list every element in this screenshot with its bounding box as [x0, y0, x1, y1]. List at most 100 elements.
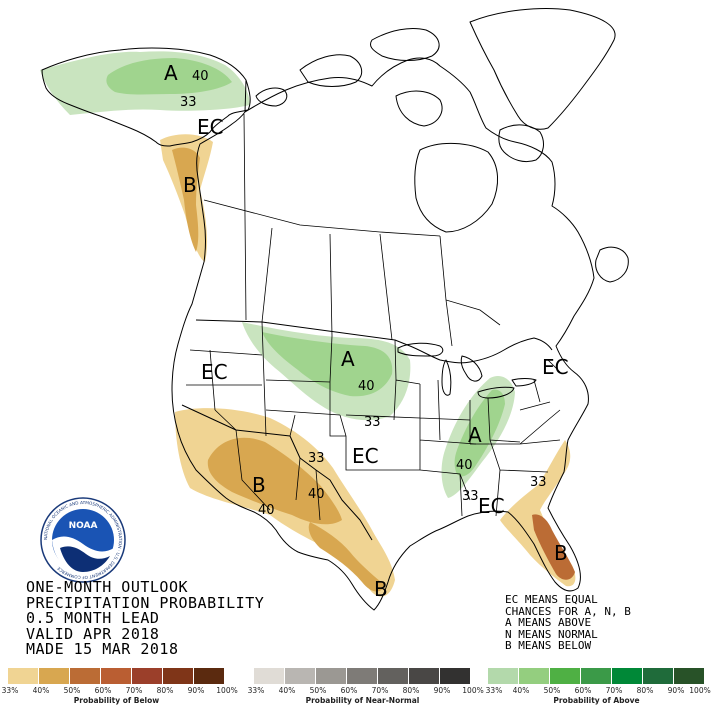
legend-tick: 60% — [574, 686, 592, 695]
northeast-ec-label: EC — [542, 355, 569, 379]
legend-tick: 33% — [1, 686, 19, 695]
legend-below-swatch — [101, 668, 132, 684]
legend-near-normal-swatch — [440, 668, 471, 684]
texas-below-label: B — [374, 577, 388, 601]
ohio-above-label: A — [468, 423, 482, 447]
alaska-above-40-area — [106, 58, 232, 95]
legend-tick: 90% — [187, 686, 205, 695]
southwest-contour-40-left: 40 — [258, 503, 275, 518]
legend-near-normal: 33% 40% 50% 60% 70% 80% 90% 100% Probabi… — [248, 668, 484, 706]
plains-above-40-area — [262, 332, 393, 397]
ohio-above-40-area — [454, 389, 505, 477]
greenland-coastline — [469, 8, 616, 130]
legend-tick: 90% — [433, 686, 451, 695]
state-boundaries-central — [393, 339, 477, 517]
lake-huron — [460, 355, 483, 382]
outlook-title-block: ONE-MONTH OUTLOOK PRECIPITATION PROBABIL… — [26, 578, 265, 658]
alaska-contour-40: 40 — [192, 69, 209, 84]
arctic-island-1 — [299, 54, 363, 87]
hudson-bay — [414, 142, 498, 233]
legend-tick: 50% — [543, 686, 561, 695]
legend-tick: 50% — [63, 686, 81, 695]
newfoundland — [595, 246, 629, 283]
legend-tick: 40% — [512, 686, 530, 695]
southwest-contour-40-right: 40 — [308, 487, 325, 502]
key-line-4: N MEANS NORMAL — [505, 627, 598, 641]
arctic-island-4 — [395, 90, 443, 127]
map-key: EC MEANS EQUAL CHANCES FOR A, N, B A MEA… — [505, 594, 631, 652]
legend-tick: 80% — [402, 686, 420, 695]
title-line-2: PRECIPITATION PROBABILITY — [26, 593, 265, 612]
central-ec-label: EC — [352, 444, 379, 468]
legend-below-swatch — [132, 668, 163, 684]
alaska-above-label: A — [164, 61, 178, 85]
southwest-below-40-area — [207, 437, 342, 525]
legend-above-swatch — [550, 668, 581, 684]
legend-tick: 60% — [94, 686, 112, 695]
legend-tick: 80% — [156, 686, 174, 695]
legend-above: 33% 40% 50% 60% 70% 80% 90% 100% Probabi… — [485, 668, 711, 706]
key-line-5: B MEANS BELOW — [505, 639, 592, 652]
southeast-ec-label: EC — [478, 494, 505, 518]
plains-contour-33: 33 — [364, 415, 381, 430]
lake-erie — [477, 386, 515, 399]
north-america-coastline — [171, 57, 595, 611]
legend-tick: 100% — [462, 686, 484, 695]
legend-tick: 33% — [485, 686, 503, 695]
legend-tick: 100% — [216, 686, 238, 695]
legend-near-normal-swatch — [347, 668, 378, 684]
legend-below-swatch — [8, 668, 39, 684]
title-line-1: ONE-MONTH OUTLOOK — [26, 578, 189, 596]
legend-above-ticks: 33% 40% 50% 60% 70% 80% 90% 100% — [485, 684, 711, 696]
legend-above-swatch — [519, 668, 550, 684]
title-line-4: VALID APR 2018 — [26, 624, 160, 643]
southeast-contour-33: 33 — [530, 475, 547, 490]
legend-tick: 60% — [340, 686, 358, 695]
legend-tick: 90% — [667, 686, 685, 695]
florida-below-label: B — [554, 541, 568, 565]
legend-near-normal-swatch — [254, 668, 285, 684]
legend-tick: 50% — [309, 686, 327, 695]
legend-tick: 40% — [278, 686, 296, 695]
legend-near-normal-swatch — [409, 668, 440, 684]
alaska-coastline — [41, 47, 251, 147]
lake-michigan — [441, 359, 452, 396]
ohio-contour-40: 40 — [456, 458, 473, 473]
arctic-island-3 — [255, 87, 288, 107]
west-ec-label: EC — [201, 360, 228, 384]
legend-above-swatch — [612, 668, 643, 684]
legend-tick: 80% — [636, 686, 654, 695]
legend-tick: 70% — [371, 686, 389, 695]
arctic-island-2 — [369, 27, 440, 61]
legend-near-normal-caption: Probability of Near-Normal — [305, 696, 420, 705]
legend-below-swatch — [39, 668, 70, 684]
legend-below-swatch — [70, 668, 101, 684]
baffin-island — [498, 124, 544, 163]
southwest-contour-33: 33 — [308, 451, 325, 466]
lake-superior — [397, 342, 444, 357]
mexico-states — [235, 429, 321, 521]
title-line-3: 0.5 MONTH LEAD — [26, 609, 160, 627]
legend-above-swatch — [643, 668, 674, 684]
legend-tick: 40% — [32, 686, 50, 695]
legend-tick: 100% — [689, 686, 711, 695]
plains-above-label: A — [341, 347, 355, 371]
legend-above-caption: Probability of Above — [553, 696, 640, 705]
key-line-1: EC MEANS EQUAL — [505, 593, 598, 606]
legend-above-bar — [488, 668, 705, 684]
legend-near-normal-ticks: 33% 40% 50% 60% 70% 80% 90% 100% — [248, 684, 484, 696]
legend-below-caption: Probability of Below — [73, 696, 160, 705]
legend-near-normal-swatch — [285, 668, 316, 684]
state-boundaries-west — [186, 321, 421, 471]
legend-tick: 33% — [247, 686, 265, 695]
legend-below: 33% 40% 50% 60% 70% 80% 90% 100% Probabi… — [2, 668, 238, 706]
province-boundaries — [203, 113, 501, 347]
legend-above-swatch — [581, 668, 612, 684]
us-canada-border — [195, 319, 553, 364]
alaska-canada-border — [244, 79, 247, 113]
state-boundaries-east — [469, 359, 561, 517]
legend-near-normal-swatch — [378, 668, 409, 684]
legend-near-normal-bar — [254, 668, 471, 684]
ohio-contour-33: 33 — [462, 489, 479, 504]
